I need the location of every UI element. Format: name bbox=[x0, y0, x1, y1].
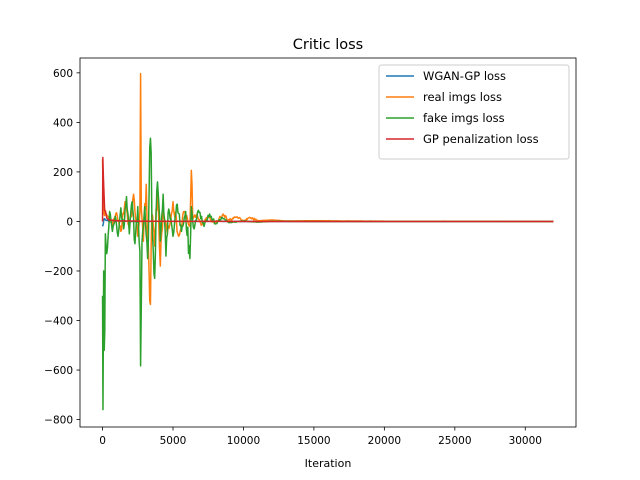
x-tick-label: 25000 bbox=[438, 435, 471, 447]
y-tick-label: −600 bbox=[44, 365, 73, 377]
chart-title: Critic loss bbox=[293, 37, 363, 53]
y-tick-label: −400 bbox=[44, 316, 73, 328]
axes-frame bbox=[79, 57, 577, 428]
x-axis: 0 5000 10000 15000 20000 25000 30000 bbox=[99, 427, 542, 447]
legend-entry-label: GP penalization loss bbox=[423, 132, 539, 146]
x-tick-label: 5000 bbox=[160, 435, 187, 447]
legend-entry-label: WGAN-GP loss bbox=[423, 69, 506, 83]
legend-box bbox=[378, 64, 570, 160]
legend-entry-label: real imgs loss bbox=[423, 90, 502, 104]
x-tick-label: 20000 bbox=[368, 435, 401, 447]
x-tick-label: 15000 bbox=[297, 435, 330, 447]
plot-area bbox=[101, 72, 554, 411]
legend-entry-label: fake imgs loss bbox=[423, 111, 505, 125]
x-axis-label: Iteration bbox=[305, 457, 352, 470]
y-tick-label: 600 bbox=[53, 68, 73, 80]
x-tick-label: 0 bbox=[99, 435, 106, 447]
y-tick-label: 0 bbox=[66, 216, 73, 228]
y-tick-label: −800 bbox=[44, 415, 73, 427]
y-tick-label: 400 bbox=[53, 117, 73, 129]
series-line-gp-penalization-loss bbox=[101, 156, 554, 223]
x-tick-label: 30000 bbox=[509, 435, 542, 447]
x-tick-label: 10000 bbox=[227, 435, 260, 447]
y-tick-label: −200 bbox=[44, 266, 73, 278]
legend: WGAN-GP loss real imgs loss fake imgs loss… bbox=[378, 64, 570, 160]
y-axis: −800 −600 −400 −200 0 200 400 600 bbox=[44, 68, 80, 427]
y-tick-label: 200 bbox=[53, 167, 73, 179]
